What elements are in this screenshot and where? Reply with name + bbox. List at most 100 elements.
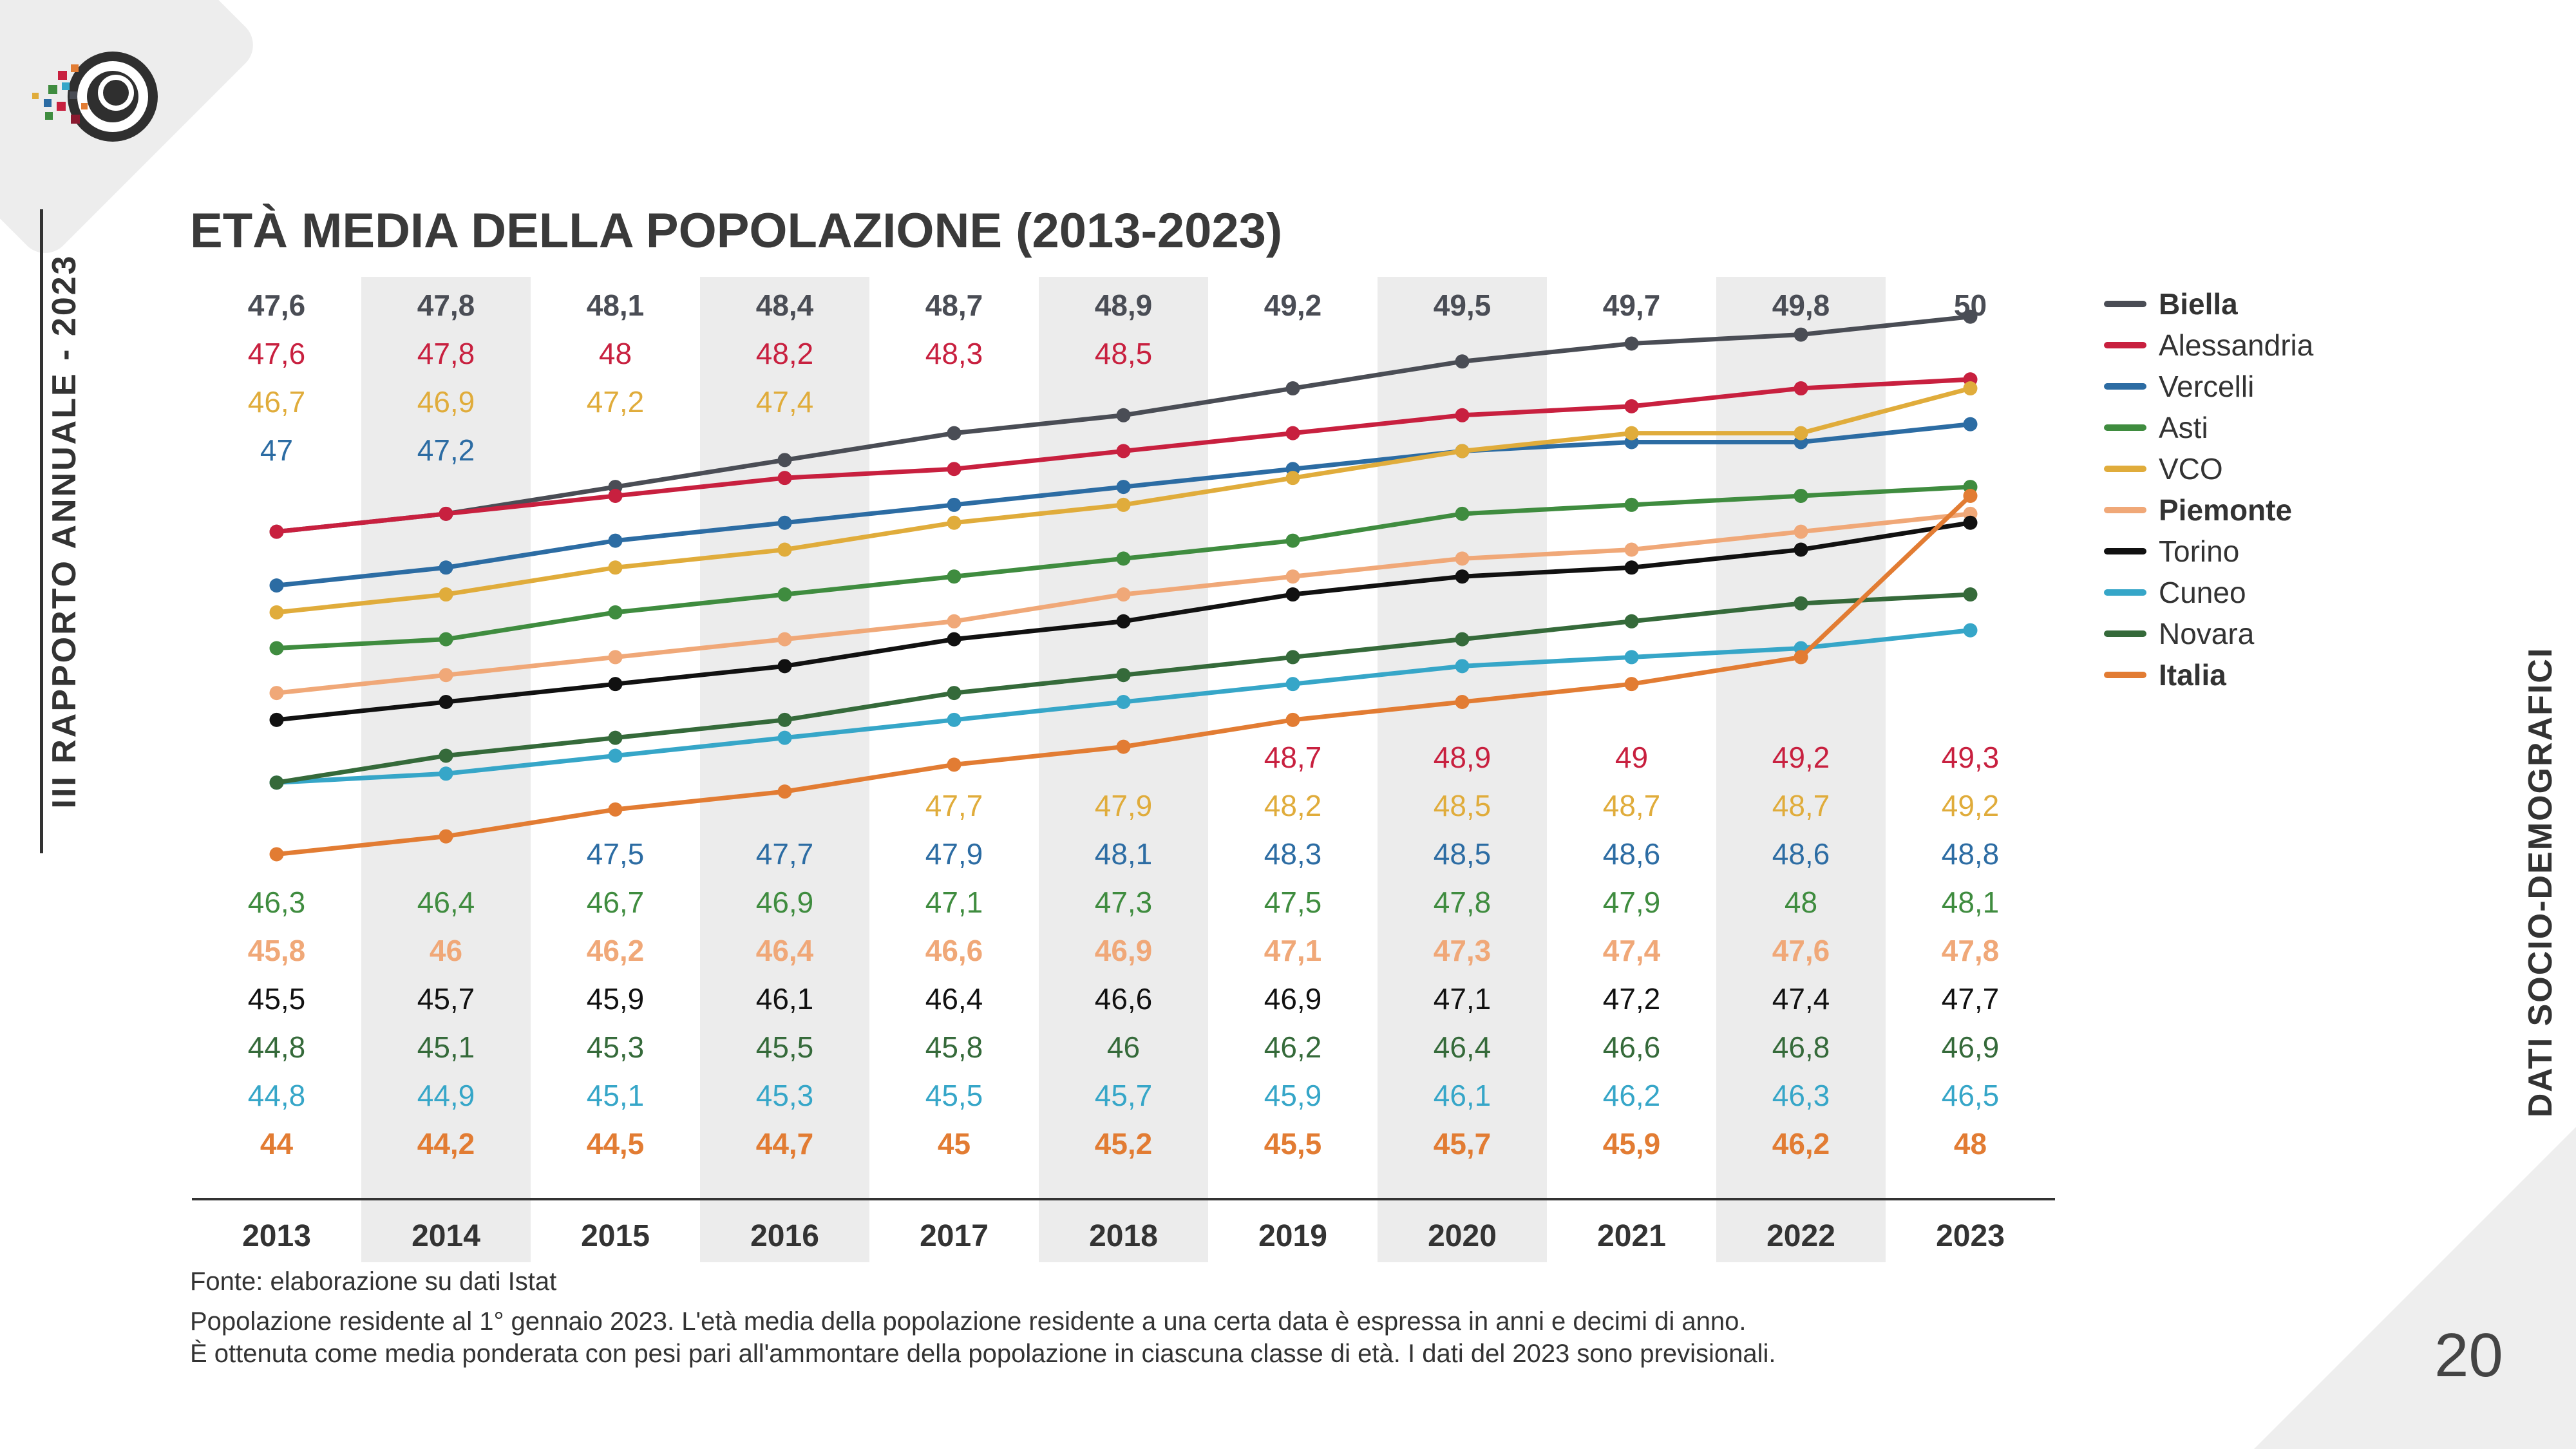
data-point — [947, 462, 961, 477]
data-label: 46,4 — [756, 934, 814, 967]
data-point — [947, 632, 961, 647]
legend-label: Biella — [2159, 287, 2238, 321]
data-label: 46,2 — [1772, 1127, 1830, 1160]
data-label: 45,9 — [1603, 1127, 1661, 1160]
data-label: 46,4 — [925, 982, 983, 1016]
data-point — [269, 605, 284, 620]
data-label: 47,8 — [1942, 934, 2000, 967]
x-tick-label: 2018 — [1089, 1219, 1158, 1253]
data-label: 48,9 — [1434, 741, 1492, 774]
data-point — [269, 578, 284, 593]
data-point — [1285, 533, 1300, 548]
data-point — [1285, 471, 1300, 486]
data-label: 47,3 — [1434, 934, 1492, 967]
data-point — [1963, 515, 1978, 530]
data-label: 45,5 — [756, 1030, 814, 1064]
data-label: 47,4 — [756, 385, 814, 419]
data-label: 48,5 — [1434, 789, 1492, 822]
data-point — [1285, 650, 1300, 665]
data-point — [1455, 569, 1470, 584]
data-label: 46,3 — [1772, 1079, 1830, 1112]
data-label: 44,5 — [587, 1127, 645, 1160]
data-label: 46,2 — [587, 934, 645, 967]
data-point — [608, 748, 623, 763]
data-label: 46 — [1107, 1030, 1140, 1064]
data-label: 47,1 — [925, 886, 983, 919]
data-point — [1455, 354, 1470, 369]
data-label: 47,2 — [417, 433, 475, 467]
data-label: 48,7 — [1603, 789, 1661, 822]
chart-title: ETÀ MEDIA DELLA POPOLAZIONE (2013-2023) — [190, 204, 1283, 258]
data-label: 47,2 — [1603, 982, 1661, 1016]
data-label: 49,7 — [1603, 289, 1661, 322]
data-point — [1624, 426, 1639, 440]
data-label: 44,8 — [248, 1079, 306, 1112]
data-point — [1794, 596, 1808, 611]
data-label: 46,4 — [1434, 1030, 1492, 1064]
data-label: 47,1 — [1434, 982, 1492, 1016]
data-label: 47,6 — [1772, 934, 1830, 967]
data-point — [439, 695, 453, 709]
data-label: 45,3 — [756, 1079, 814, 1112]
data-label: 46,9 — [417, 385, 475, 419]
data-point — [1285, 569, 1300, 584]
x-tick-label: 2015 — [581, 1219, 650, 1253]
data-point — [608, 605, 623, 620]
data-point — [1116, 480, 1131, 495]
data-label: 46,6 — [1603, 1030, 1661, 1064]
data-label: 47,5 — [1264, 886, 1322, 919]
legend-label: Torino — [2159, 535, 2239, 568]
data-point — [608, 489, 623, 503]
data-label: 47,8 — [1434, 886, 1492, 919]
x-tick-label: 2022 — [1766, 1219, 1835, 1253]
logo-eye-icon — [32, 52, 158, 142]
data-label: 46,9 — [756, 886, 814, 919]
data-label: 48 — [599, 337, 632, 370]
data-point — [947, 712, 961, 727]
data-point — [608, 560, 623, 575]
data-label: 46,7 — [587, 886, 645, 919]
data-point — [439, 506, 453, 521]
legend-label: Vercelli — [2159, 370, 2254, 403]
data-label: 47,7 — [925, 789, 983, 822]
data-label: 47,2 — [587, 385, 645, 419]
data-label: 48,5 — [1095, 337, 1153, 370]
side-line — [40, 209, 43, 853]
data-label: 46,9 — [1942, 1030, 2000, 1064]
data-point — [439, 766, 453, 781]
data-point — [1285, 587, 1300, 602]
data-label: 45,7 — [417, 982, 475, 1016]
data-label: 48,1 — [1942, 886, 2000, 919]
data-point — [947, 757, 961, 772]
legend-label: Novara — [2159, 617, 2255, 650]
data-point — [1455, 408, 1470, 422]
data-label: 45,5 — [925, 1079, 983, 1112]
data-label: 48,7 — [1772, 789, 1830, 822]
data-point — [947, 686, 961, 701]
data-label: 48,1 — [1095, 837, 1153, 871]
data-label: 48,2 — [1264, 789, 1322, 822]
data-label: 45,1 — [587, 1079, 645, 1112]
data-label: 44,8 — [248, 1030, 306, 1064]
data-point — [1455, 659, 1470, 674]
data-label: 44,9 — [417, 1079, 475, 1112]
data-point — [1116, 739, 1131, 754]
data-point — [777, 453, 792, 468]
data-label: 47,6 — [248, 337, 306, 370]
data-point — [777, 587, 792, 602]
data-label: 46,4 — [417, 886, 475, 919]
data-point — [777, 632, 792, 647]
data-point — [269, 775, 284, 790]
data-point — [439, 748, 453, 763]
data-label: 47,9 — [925, 837, 983, 871]
data-point — [947, 426, 961, 440]
data-point — [777, 784, 792, 799]
data-point — [1963, 381, 1978, 396]
data-label: 46,3 — [248, 886, 306, 919]
legend-label: Piemonte — [2159, 493, 2292, 527]
data-point — [1794, 489, 1808, 503]
data-point — [1624, 677, 1639, 692]
data-label: 47,6 — [248, 289, 306, 322]
source-note: Fonte: elaborazione su dati Istat — [190, 1267, 557, 1296]
